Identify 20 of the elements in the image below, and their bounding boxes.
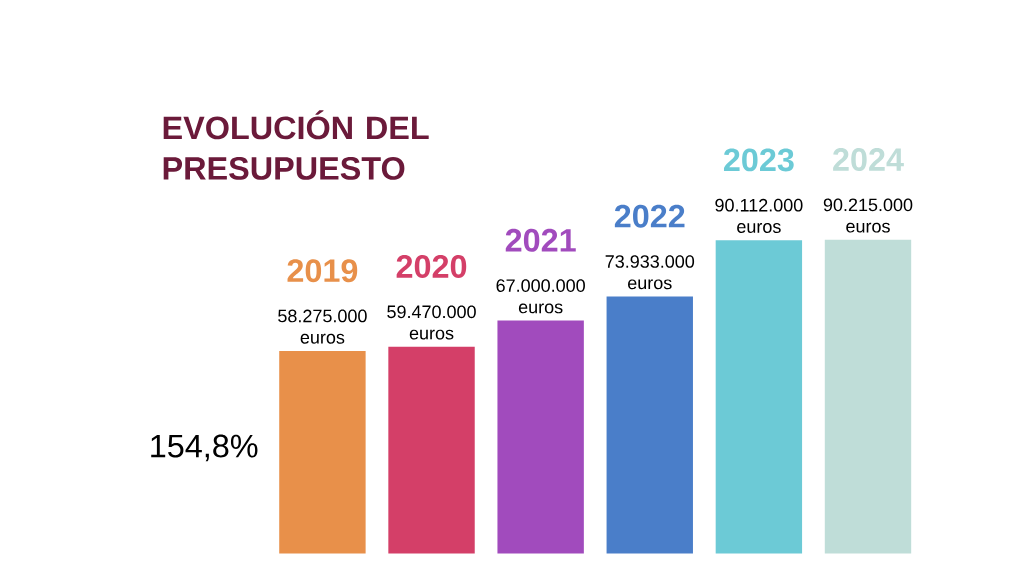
text: 154,8%	[151, 434, 258, 462]
chart-title: EVOLUCIÓN DEL PRESUPUESTO	[163, 110, 429, 180]
bar	[388, 346, 475, 554]
data-label: 90.112.000 euros	[715, 198, 803, 233]
data-label: 90.215.000 euros	[823, 198, 913, 233]
x-tick-label: 2020	[396, 255, 467, 278]
bar	[606, 296, 693, 554]
bar	[715, 240, 803, 554]
data-label: 73.933.000 euros	[605, 255, 695, 290]
x-tick-label: 2021	[505, 228, 576, 252]
bar	[497, 320, 584, 554]
x-tick-label: 2024	[833, 148, 904, 172]
data-label: 58.275.000 euros	[278, 309, 367, 344]
x-tick-label: 2019	[287, 259, 358, 283]
bar	[824, 239, 912, 554]
data-label: 67.000.000 euros	[496, 279, 585, 314]
x-tick-label: 2023	[723, 148, 794, 172]
bar	[279, 350, 366, 554]
x-tick-label: 2022	[614, 204, 685, 228]
data-label: 59.470.000 euros	[387, 305, 476, 340]
